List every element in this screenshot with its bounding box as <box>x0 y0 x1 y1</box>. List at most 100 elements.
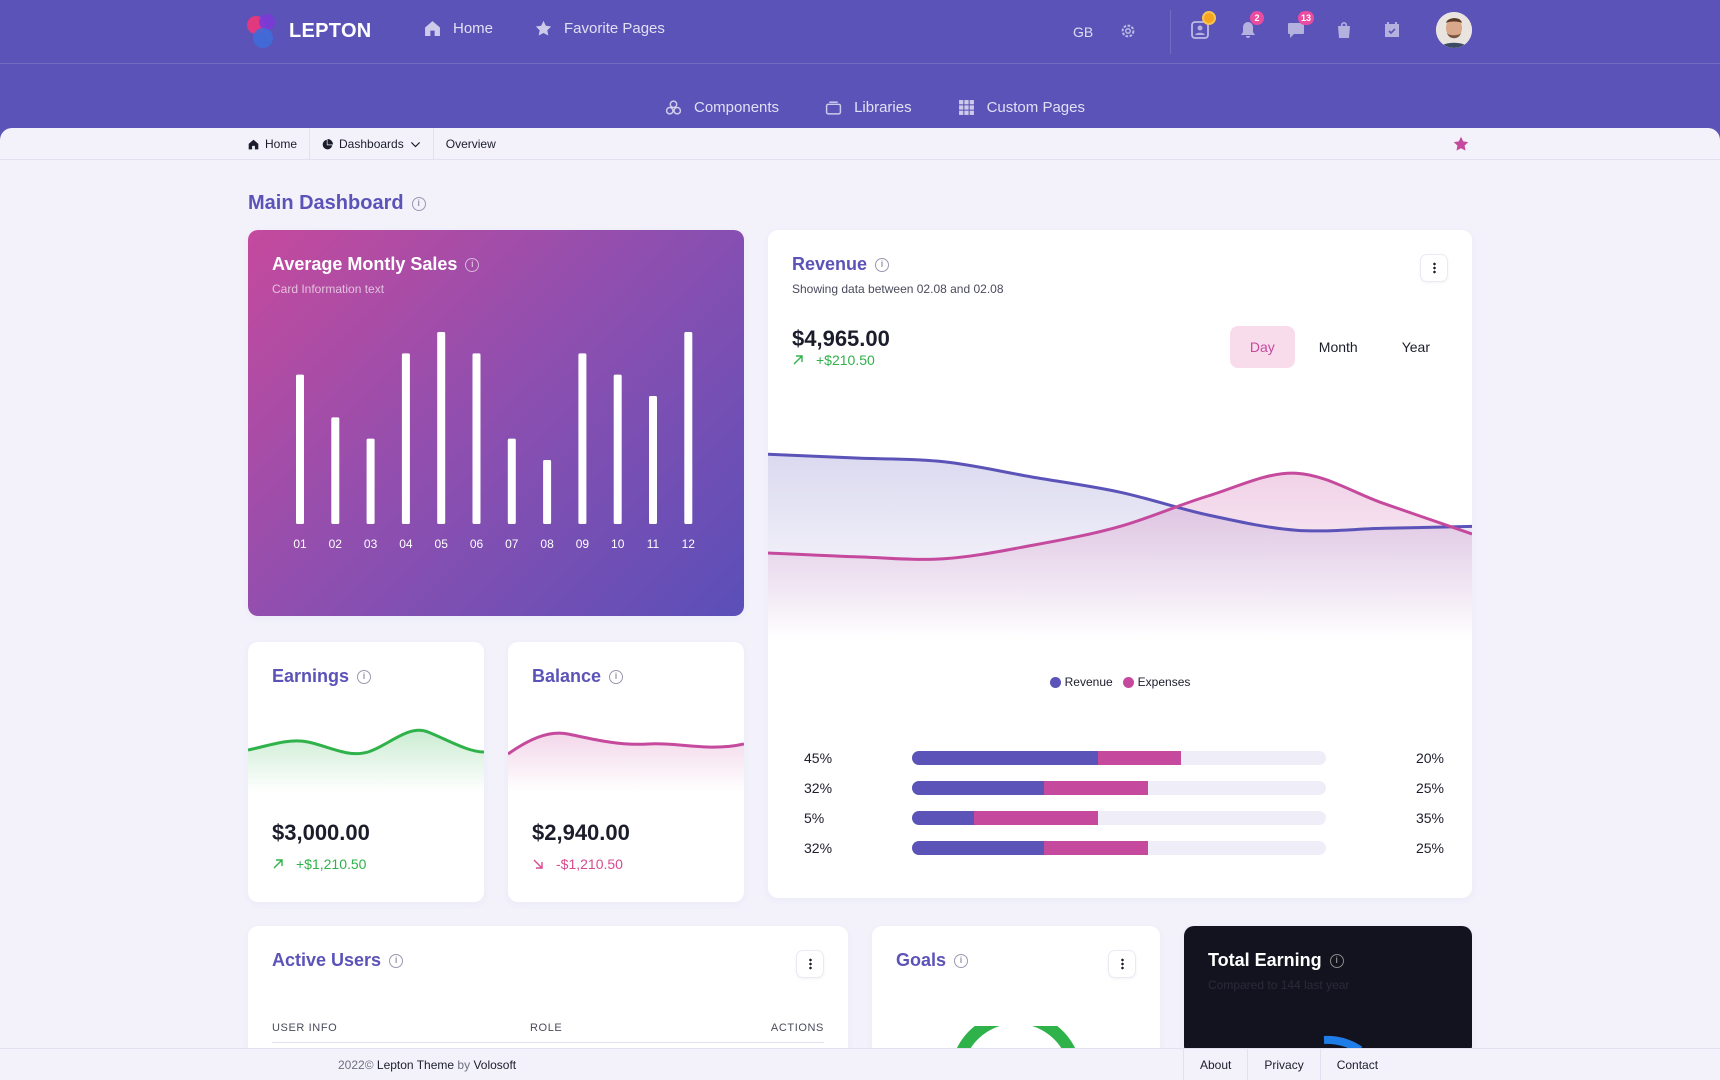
shopping-bag-button[interactable] <box>1334 20 1354 40</box>
library-icon <box>825 100 842 115</box>
brand-logo[interactable]: LEPTON <box>247 14 372 48</box>
info-icon[interactable]: i <box>609 669 624 684</box>
footer-copyright: 2022© Lepton Theme by Volosoft <box>338 1058 516 1072</box>
legend-expenses-label: Expenses <box>1137 675 1191 689</box>
period-day-button[interactable]: Day <box>1229 326 1295 368</box>
revenue-amount: $4,965.00 <box>792 326 890 351</box>
x-tick-label: 06 <box>470 537 484 551</box>
monthly-sales-bar-chart: 01 02 03 04 05 06 07 08 09 10 11 12 <box>293 332 696 551</box>
nav-home[interactable]: Home <box>424 20 493 37</box>
bar-12[interactable] <box>684 332 693 524</box>
x-tick-label: 05 <box>435 537 449 551</box>
breadcrumb: Home Dashboards Overview <box>248 128 508 160</box>
x-tick-label: 04 <box>399 537 413 551</box>
column-header-role[interactable]: ROLE <box>530 1022 563 1034</box>
bar-10[interactable] <box>613 374 622 524</box>
progress-segment-revenue <box>912 841 1045 855</box>
more-vertical-icon <box>808 958 812 970</box>
toolbar-divider <box>1170 10 1171 54</box>
earnings-card-title-text: Earnings <box>272 666 350 686</box>
progress-track <box>912 781 1326 795</box>
subnav-components-label: Components <box>694 98 780 116</box>
info-icon[interactable]: i <box>954 953 969 968</box>
revenue-delta: +$210.50 <box>792 352 875 368</box>
footer-product[interactable]: Lepton Theme <box>376 1058 455 1072</box>
x-tick-label: 07 <box>505 537 519 551</box>
subnav-components[interactable]: Components <box>665 86 779 128</box>
revenue-card-title-text: Revenue <box>792 254 868 274</box>
subnav-libraries[interactable]: Libraries <box>825 86 912 128</box>
bar-09[interactable] <box>578 353 587 524</box>
favorite-star-icon[interactable] <box>1453 136 1469 152</box>
progress-segment-expenses <box>1098 751 1182 765</box>
bar-03[interactable] <box>366 438 375 524</box>
info-icon[interactable]: i <box>357 669 372 684</box>
bar-02[interactable] <box>331 417 340 524</box>
language-selector[interactable]: GB <box>1073 24 1094 40</box>
progress-segment-revenue <box>912 751 1099 765</box>
more-vertical-icon <box>1120 958 1124 970</box>
settings-gear-icon[interactable] <box>1119 22 1137 40</box>
bar-05[interactable] <box>437 332 446 524</box>
footer-by: by <box>457 1058 471 1072</box>
bar-07[interactable] <box>507 438 516 524</box>
contact-card-icon <box>1191 21 1209 39</box>
breadcrumb-dashboards[interactable]: Dashboards <box>310 128 434 160</box>
toolbar-icons: 2 13 <box>1190 11 1402 40</box>
average-monthly-sales-card: Average Montly Sales i Card Information … <box>248 230 744 616</box>
subnav-custom-pages[interactable]: Custom Pages <box>958 86 1085 128</box>
top-nav-menu: Home Favorite Pages <box>424 20 665 37</box>
calendar-button[interactable] <box>1382 20 1402 40</box>
breadcrumb-home[interactable]: Home <box>248 128 311 160</box>
footer-link-privacy[interactable]: Privacy <box>1247 1049 1319 1080</box>
progress-row: 32% 25% <box>804 780 1444 796</box>
contacts-button[interactable] <box>1190 11 1216 40</box>
messages-button[interactable]: 13 <box>1286 11 1315 40</box>
user-avatar[interactable] <box>1436 12 1472 48</box>
series-line-revenue[interactable] <box>768 452 1472 533</box>
arrow-up-right-icon <box>793 355 803 365</box>
info-icon[interactable]: i <box>465 257 480 272</box>
revenue-card-title: Revenue i <box>792 254 890 275</box>
legend-revenue-label: Revenue <box>1064 675 1113 689</box>
progress-track <box>912 811 1326 825</box>
bar-08[interactable] <box>543 460 552 524</box>
x-tick-label: 12 <box>682 537 696 551</box>
period-year-button[interactable]: Year <box>1401 339 1430 355</box>
bar-06[interactable] <box>472 353 481 524</box>
footer-link-contact[interactable]: Contact <box>1319 1049 1394 1080</box>
goals-gauge <box>954 1026 1078 1056</box>
series-line-expenses[interactable] <box>768 471 1472 561</box>
info-icon[interactable]: i <box>389 953 404 968</box>
period-month-button[interactable]: Month <box>1318 339 1358 355</box>
bar-01[interactable] <box>296 374 304 524</box>
page-title-text: Main Dashboard <box>248 192 404 214</box>
bar-04[interactable] <box>401 353 410 524</box>
notifications-button[interactable]: 2 <box>1238 11 1264 40</box>
info-icon[interactable]: i <box>875 257 890 272</box>
footer-link-about[interactable]: About <box>1183 1049 1247 1080</box>
legend-revenue[interactable]: Revenue <box>1049 675 1113 689</box>
bell-icon <box>1241 22 1255 38</box>
progress-track <box>912 751 1326 765</box>
nav-favorite-pages[interactable]: Favorite Pages <box>535 20 665 37</box>
goals-menu-button[interactable] <box>1108 950 1136 978</box>
legend-expenses[interactable]: Expenses <box>1122 675 1191 689</box>
active-users-menu-button[interactable] <box>796 950 824 978</box>
x-tick-label: 11 <box>647 537 660 551</box>
goals-title-text: Goals <box>896 950 947 970</box>
goals-card: Goals i <box>872 926 1160 1056</box>
earnings-amount: $3,000.00 <box>272 820 370 845</box>
footer-company[interactable]: Volosoft <box>473 1058 517 1072</box>
column-header-user-info[interactable]: USER INFO <box>272 1022 338 1034</box>
progress-left-value: 32% <box>804 780 833 796</box>
bar-11[interactable] <box>649 396 657 524</box>
column-header-actions: ACTIONS <box>770 1022 824 1034</box>
area-expenses <box>768 473 1472 640</box>
info-icon[interactable]: i <box>1329 953 1344 968</box>
footer: 2022© Lepton Theme by Volosoft About Pri… <box>0 1048 1720 1080</box>
breadcrumb-dashboards-label: Dashboards <box>339 137 404 151</box>
messages-badge: 13 <box>1298 11 1315 25</box>
info-icon[interactable]: i <box>411 196 426 211</box>
revenue-menu-button[interactable] <box>1420 254 1448 282</box>
